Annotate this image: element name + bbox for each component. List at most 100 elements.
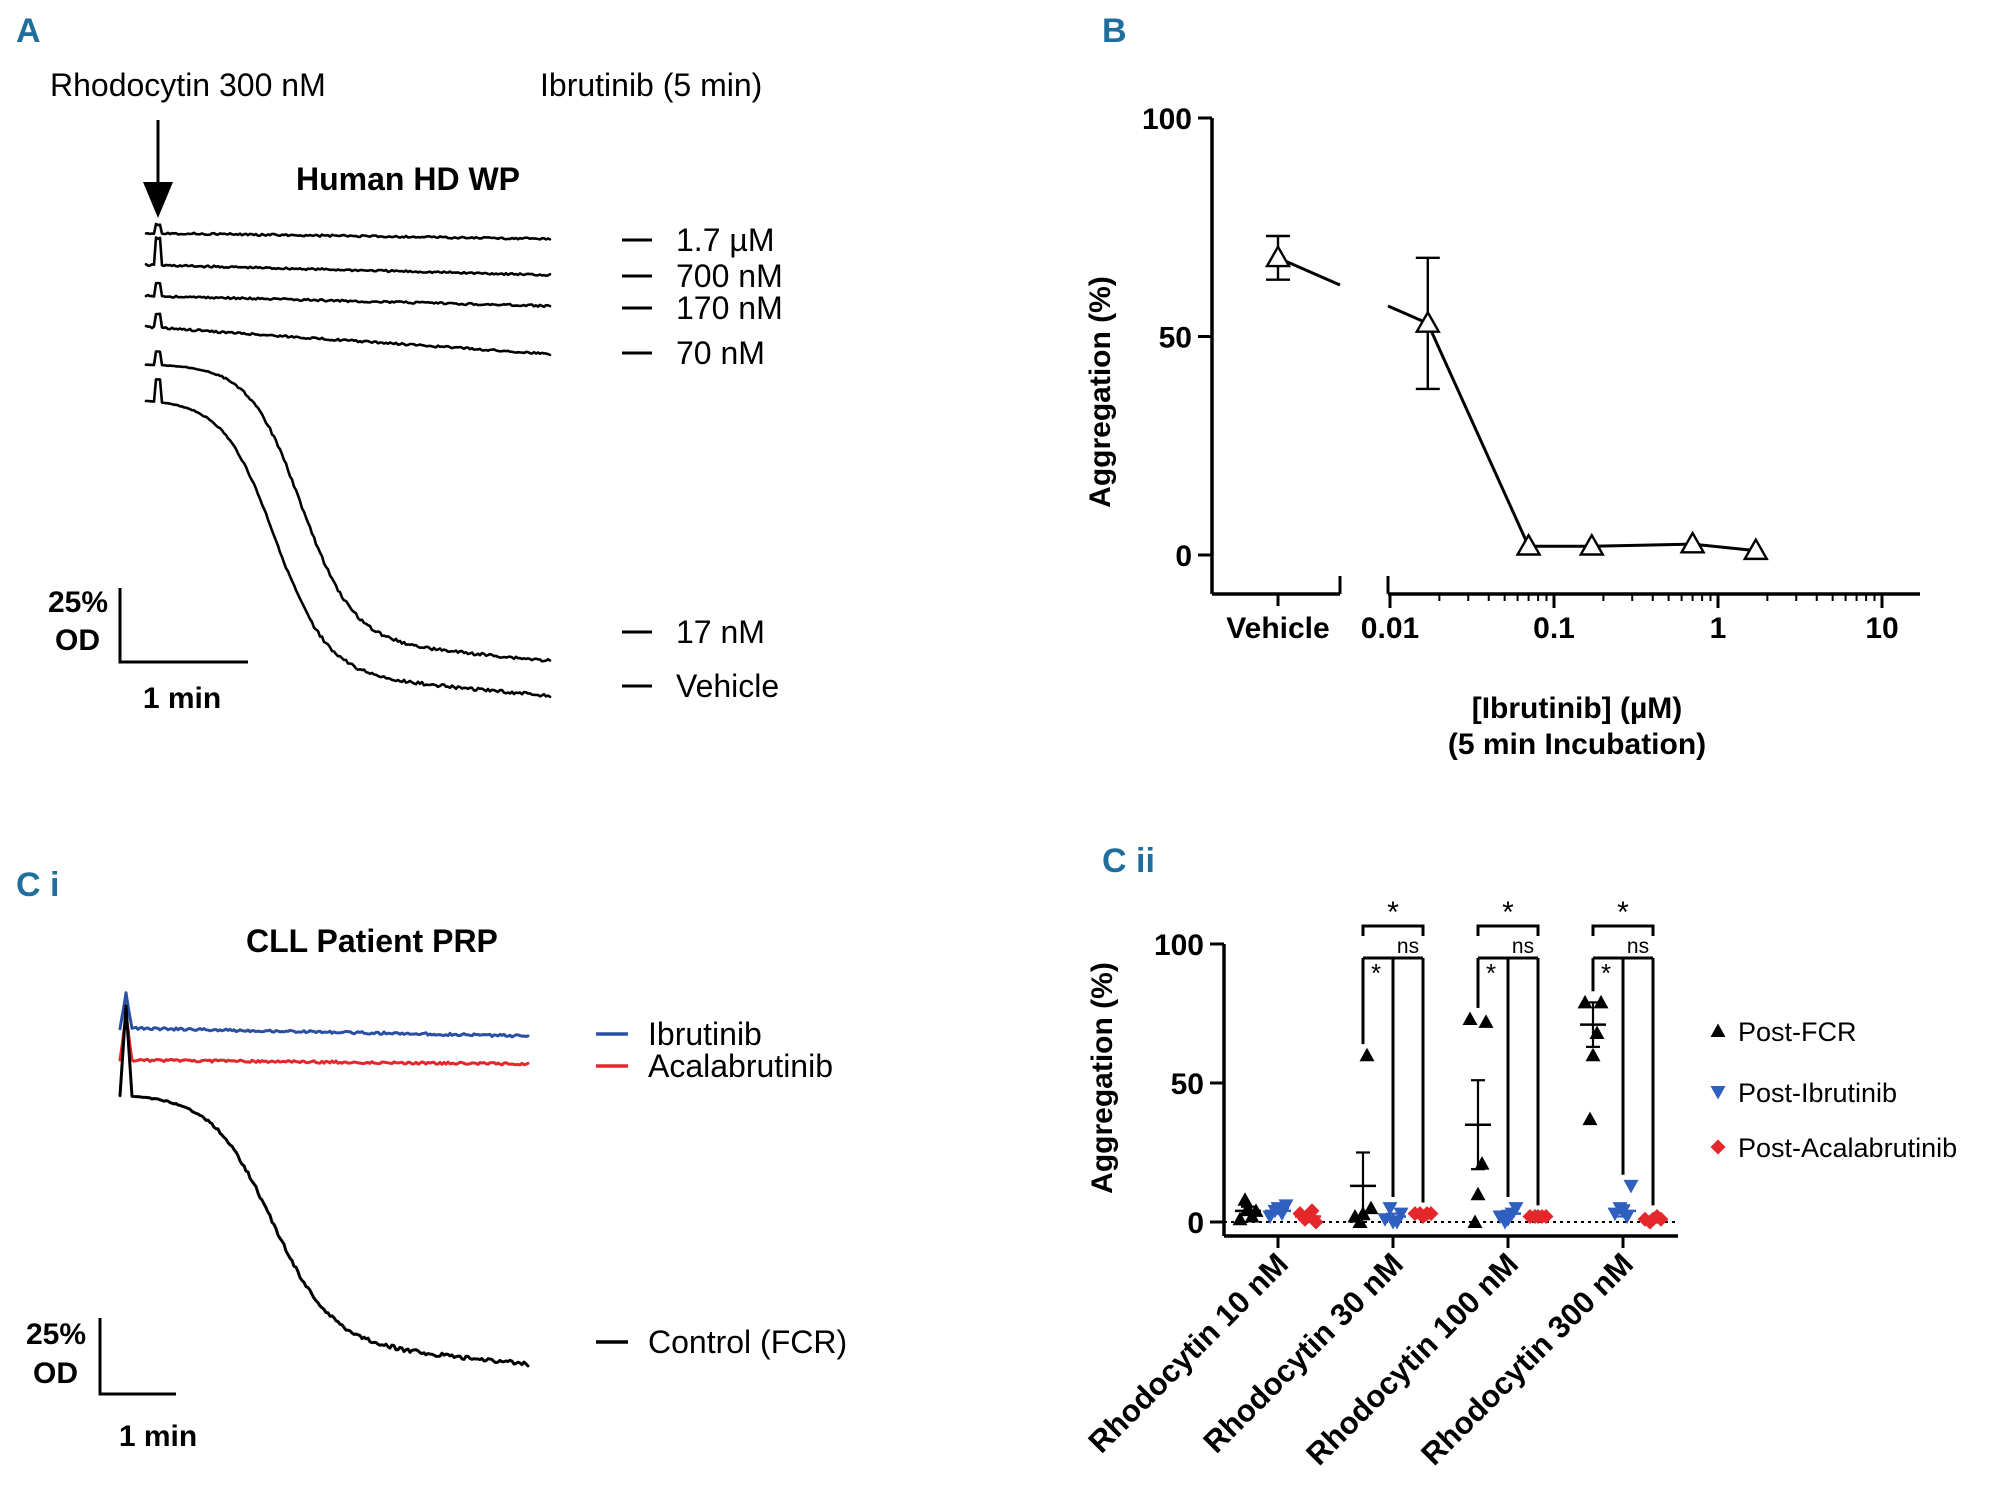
point-Post-FCR-0-0 bbox=[1232, 1211, 1248, 1226]
x-tick-label-2: Rhodocytin 100 nM bbox=[1299, 1246, 1525, 1472]
panel-ci-scale-y-label-1: 25% bbox=[26, 1318, 86, 1351]
trace-label-3: 70 nM bbox=[676, 335, 765, 371]
panel-a: Rhodocytin 300 nM Ibrutinib (5 min) Huma… bbox=[48, 67, 783, 715]
panel-ci-scale-bar: 25% OD 1 min bbox=[26, 1318, 197, 1453]
trace-label-1: 700 nM bbox=[676, 258, 783, 294]
sig-label-left-0: * bbox=[1371, 958, 1381, 988]
data-point-4 bbox=[1742, 537, 1769, 561]
trace-label-4: 17 nM bbox=[676, 614, 765, 650]
point-Post-FCR-0-2 bbox=[1237, 1192, 1253, 1206]
point-Post-Ibrutinib-1-1 bbox=[1393, 1207, 1409, 1222]
legend-label-0: Post-FCR bbox=[1738, 1017, 1857, 1047]
point-Post-FCR-3-0 bbox=[1577, 994, 1593, 1009]
chart-b-xlabel: [Ibrutinib] (µM) bbox=[1472, 692, 1683, 725]
trace-label-2: 170 nM bbox=[676, 290, 783, 326]
trace-4 bbox=[144, 350, 552, 663]
point-Post-Ibrutinib-1-2 bbox=[1382, 1202, 1398, 1216]
vehicle-point bbox=[1264, 244, 1292, 268]
chart-b-ylabel: Aggregation (%) bbox=[1084, 276, 1117, 508]
chart-b-xlabel2: (5 min Incubation) bbox=[1448, 728, 1706, 761]
y-tick-label-2: 100 bbox=[1142, 103, 1192, 136]
panel-a-scale-x-label: 1 min bbox=[143, 682, 221, 715]
data-point-0 bbox=[1414, 309, 1441, 333]
point-Post-FCR-1-1 bbox=[1363, 1200, 1379, 1215]
point-Post-FCR-1-3 bbox=[1359, 1047, 1375, 1062]
legend-label-1: Post-Ibrutinib bbox=[1738, 1078, 1897, 1108]
x-tick-label-1: 0.1 bbox=[1533, 612, 1575, 645]
trace-label-0: 1.7 µM bbox=[676, 222, 774, 258]
treatment-label: Ibrutinib (5 min) bbox=[540, 67, 762, 103]
data-point-1 bbox=[1515, 532, 1542, 556]
x-tick-label-2: 1 bbox=[1710, 612, 1727, 645]
sig-label-left-1: * bbox=[1486, 958, 1496, 988]
chart-cii-ylabel: Aggregation (%) bbox=[1086, 962, 1119, 1194]
point-Post-FCR-3-1 bbox=[1593, 994, 1609, 1009]
sig-label-right-2: ns bbox=[1627, 935, 1649, 958]
chart-cii-marks bbox=[1232, 994, 1669, 1230]
y-tick-label-2: 100 bbox=[1154, 929, 1204, 962]
trace-2 bbox=[118, 1004, 530, 1368]
trace-label-5: Vehicle bbox=[676, 668, 779, 704]
x-tick-label-3: Rhodocytin 300 nM bbox=[1414, 1246, 1640, 1472]
y-tick-label-1: 50 bbox=[1171, 1068, 1204, 1101]
panel-label-a: A bbox=[16, 12, 41, 50]
panel-a-scale-bar: 25% OD 1 min bbox=[48, 586, 248, 715]
panel-ci-sample-title: CLL Patient PRP bbox=[246, 923, 498, 959]
dose-response-line bbox=[1426, 322, 1756, 553]
point-Post-FCR-2-0 bbox=[1462, 1011, 1478, 1026]
sig-label-right-0: ns bbox=[1397, 935, 1419, 958]
y-tick-label-0: 0 bbox=[1187, 1207, 1204, 1240]
sig-label-top-2: * bbox=[1617, 896, 1629, 929]
x-tick-label-0: Rhodocytin 10 nM bbox=[1081, 1246, 1295, 1460]
panel-a-scale-y-label-2: OD bbox=[55, 624, 100, 657]
sig-bracket-top-0 bbox=[1361, 924, 1425, 936]
agonist-arrow bbox=[143, 120, 173, 218]
sig-label-top-0: * bbox=[1387, 896, 1399, 929]
legend-marker-0 bbox=[1710, 1023, 1726, 1037]
panel-label-ci: C i bbox=[16, 866, 59, 904]
panel-label-b: B bbox=[1102, 12, 1127, 50]
point-Post-FCR-2-2 bbox=[1467, 1214, 1483, 1228]
y-tick-label-1: 50 bbox=[1159, 322, 1192, 355]
chart-cii-significance: **ns**ns**ns bbox=[1361, 896, 1655, 1206]
point-Post-FCR-2-3 bbox=[1474, 1156, 1490, 1170]
point-Post-Ibrutinib-3-1 bbox=[1623, 1179, 1639, 1194]
panel-label-cii: C ii bbox=[1102, 842, 1155, 880]
panel-ci-scale-x-label: 1 min bbox=[119, 1420, 197, 1453]
x-tick-label-1: Rhodocytin 30 nM bbox=[1196, 1246, 1410, 1460]
data-point-3 bbox=[1679, 530, 1706, 554]
trace-5 bbox=[144, 378, 552, 699]
legend-marker-1 bbox=[1710, 1086, 1726, 1100]
trace-label-0: Ibrutinib bbox=[648, 1016, 762, 1052]
x-tick-label-0: 0.01 bbox=[1361, 612, 1419, 645]
data-point-2 bbox=[1578, 532, 1605, 556]
panel-a-traces bbox=[144, 222, 552, 699]
sig-label-right-1: ns bbox=[1512, 935, 1534, 958]
panel-ci-scale-y-label-2: OD bbox=[33, 1357, 78, 1390]
trace-1 bbox=[144, 236, 552, 277]
y-tick-label-0: 0 bbox=[1175, 540, 1192, 573]
legend-label-2: Post-Acalabrutinib bbox=[1738, 1133, 1957, 1163]
panel-a-sample-title: Human HD WP bbox=[296, 161, 520, 197]
chart-b-axes: 0 50 100 Vehicle 0.01 0.1 1 10 bbox=[1142, 103, 1920, 645]
trace-2 bbox=[144, 281, 552, 309]
panel-a-scale-y-label-1: 25% bbox=[48, 586, 108, 619]
vehicle-connector-left bbox=[1277, 256, 1341, 287]
sig-label-top-1: * bbox=[1502, 896, 1514, 929]
legend-marker-2 bbox=[1710, 1139, 1726, 1155]
point-Post-FCR-2-1 bbox=[1478, 1014, 1494, 1028]
point-Post-FCR-3-3 bbox=[1589, 1025, 1605, 1039]
panel-ci-traces bbox=[118, 991, 530, 1368]
sig-label-left-2: * bbox=[1601, 958, 1611, 988]
chart-b-marks bbox=[1264, 234, 1769, 561]
point-Post-FCR-3-4 bbox=[1585, 1047, 1601, 1062]
point-Post-FCR-1-2 bbox=[1352, 1214, 1368, 1228]
x-tick-label-vehicle: Vehicle bbox=[1226, 612, 1329, 645]
